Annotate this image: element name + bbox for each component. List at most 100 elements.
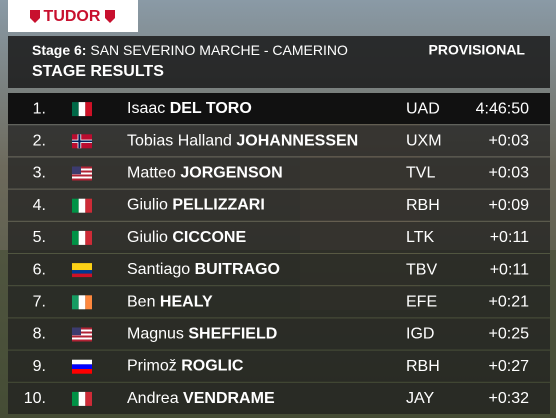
time: +0:03 (489, 165, 530, 182)
time: 4:46:50 (476, 100, 529, 117)
flag (72, 364, 92, 370)
sponsor: TUDOR (44, 8, 101, 25)
flag (85, 230, 92, 245)
time: +0:11 (490, 261, 529, 278)
flag (72, 331, 92, 334)
flag (72, 329, 92, 332)
rider-name: Andrea VENDRAME (127, 390, 275, 407)
flag (72, 168, 92, 171)
rank: 10. (24, 390, 46, 407)
team: UAD (406, 100, 440, 117)
last-name: DEL TORO (170, 100, 252, 117)
first-name: Magnus (127, 326, 184, 343)
flag (72, 333, 92, 336)
last-name: BUITRAGO (195, 261, 280, 278)
last-name: ROGLIC (181, 358, 244, 375)
stage-label: Stage 6: (32, 42, 86, 58)
first-name: Isaac (127, 100, 165, 117)
flag (72, 166, 81, 175)
rank: 7. (33, 294, 46, 311)
flag (78, 295, 86, 310)
first-name: Tobias Halland (127, 133, 232, 150)
rider-name: Tobias Halland JOHANNESSEN (127, 133, 358, 150)
last-name: SHEFFIELD (188, 326, 277, 343)
flag (72, 176, 92, 179)
stage-name: SAN SEVERINO MARCHE - CAMERINO (90, 42, 348, 58)
results: 1. Isaac DEL TORO UAD 4:46:50 2. Tobias Halla… (8, 93, 550, 414)
row-background (8, 254, 550, 286)
flag (72, 273, 92, 278)
flag (72, 263, 92, 271)
team: RBH (406, 358, 440, 375)
time: +0:25 (489, 326, 530, 343)
team: IGD (406, 326, 434, 343)
row-background (8, 221, 550, 253)
first-name: Andrea (127, 390, 179, 407)
team: UXM (406, 133, 442, 150)
rider-name: Giulio PELLIZZARI (127, 197, 265, 214)
flag (72, 270, 92, 274)
flag (72, 198, 79, 213)
rank: 5. (33, 229, 46, 246)
flag (72, 327, 81, 336)
team: JAY (406, 390, 434, 407)
rank: 3. (33, 165, 46, 182)
status: PROVISIONAL (429, 42, 526, 58)
time: +0:03 (489, 133, 530, 150)
first-name: Giulio (127, 229, 168, 246)
rank: 4. (33, 197, 46, 214)
flag (78, 391, 86, 406)
team: RBH (406, 197, 440, 214)
flag (72, 369, 92, 374)
flag (85, 391, 92, 406)
header-line: Stage 6: SAN SEVERINO MARCHE - CAMERINO (32, 42, 348, 58)
flag (72, 391, 79, 406)
team: TVL (406, 165, 435, 182)
time: +0:11 (490, 229, 529, 246)
flag (85, 198, 92, 213)
rank: 2. (33, 133, 46, 150)
row-background (8, 93, 550, 125)
flag (72, 140, 92, 143)
flag (72, 178, 92, 181)
last-name: JOHANNESSEN (236, 133, 358, 150)
flag (78, 102, 86, 117)
shield-icon (105, 10, 115, 23)
rider-name: Magnus SHEFFIELD (127, 326, 277, 343)
row-background (8, 318, 550, 350)
flag (72, 327, 92, 330)
rank: 6. (33, 261, 46, 278)
row-background (8, 286, 550, 318)
first-name: Ben (127, 294, 155, 311)
flag (72, 170, 92, 173)
flag (72, 295, 79, 310)
header (8, 36, 550, 88)
time: +0:21 (489, 294, 530, 311)
last-name: HEALY (160, 294, 213, 311)
first-name: Santiago (127, 261, 190, 278)
row-background (8, 125, 550, 157)
team: TBV (406, 261, 437, 278)
flag (78, 230, 86, 245)
row-background (8, 382, 550, 414)
time: +0:32 (489, 390, 530, 407)
row-background (8, 350, 550, 382)
flag (72, 174, 92, 177)
rank: 9. (33, 358, 46, 375)
last-name: VENDRAME (183, 390, 275, 407)
flag (72, 337, 92, 340)
flag (85, 102, 92, 117)
first-name: Primož (127, 358, 177, 375)
sponsor-box (8, 0, 138, 32)
rider-name: Santiago BUITRAGO (127, 261, 280, 278)
flag (72, 339, 92, 342)
row-background (8, 157, 550, 189)
time: +0:09 (489, 197, 530, 214)
flag (72, 172, 92, 175)
flag (72, 102, 79, 117)
rank: 1. (33, 100, 46, 117)
flag (72, 166, 92, 169)
team: LTK (406, 229, 434, 246)
row-background (8, 189, 550, 221)
